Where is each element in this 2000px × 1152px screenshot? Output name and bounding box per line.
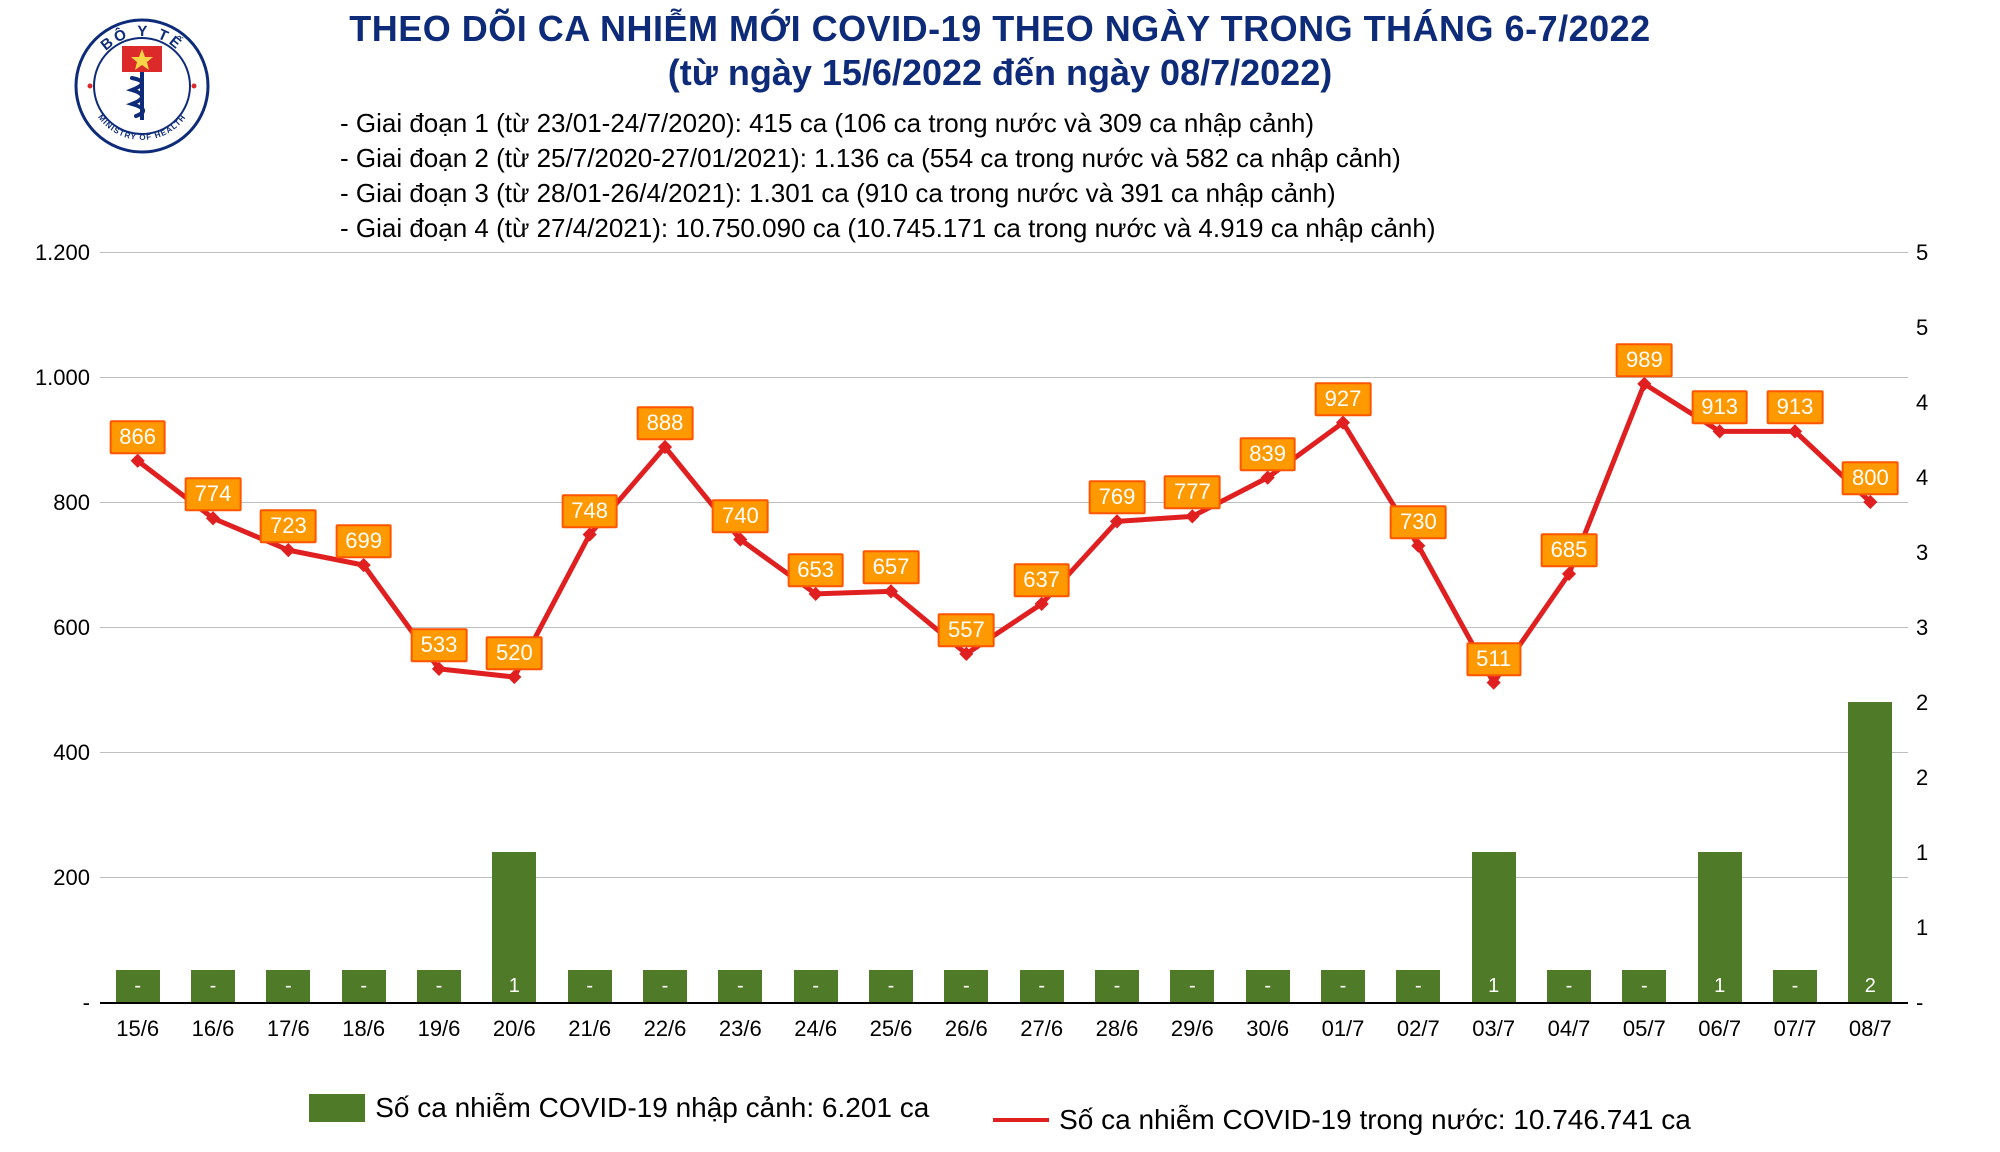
- x-tick: 26/6: [931, 1016, 1001, 1042]
- x-axis-line: [100, 1002, 1908, 1004]
- legend-line-swatch: [993, 1118, 1049, 1122]
- x-tick: 04/7: [1534, 1016, 1604, 1042]
- stage-2: - Giai đoạn 2 (từ 25/7/2020-27/01/2021):…: [340, 141, 1435, 176]
- line-value-label: 748: [561, 494, 618, 528]
- line-value-label: 657: [863, 551, 920, 585]
- line-value-label: 866: [109, 420, 166, 454]
- line-value-label: 557: [938, 613, 995, 647]
- stage-summary: - Giai đoạn 1 (từ 23/01-24/7/2020): 415 …: [340, 106, 1435, 246]
- x-tick: 01/7: [1308, 1016, 1378, 1042]
- x-tick: 16/6: [178, 1016, 248, 1042]
- line-value-label: 777: [1164, 476, 1221, 510]
- y-right-tick: 4: [1916, 390, 1956, 416]
- line-labels: 866 774 723 699 533 520 748 888 740 653 657 557 637 7…: [100, 252, 1908, 1002]
- x-tick: 23/6: [705, 1016, 775, 1042]
- x-tick: 30/6: [1233, 1016, 1303, 1042]
- line-value-label: 533: [411, 628, 468, 662]
- y-right-tick: 1: [1916, 915, 1956, 941]
- stage-1: - Giai đoạn 1 (từ 23/01-24/7/2020): 415 …: [340, 106, 1435, 141]
- line-value-label: 927: [1315, 382, 1372, 416]
- line-value-label: 989: [1616, 343, 1673, 377]
- y-left-tick: -: [30, 990, 90, 1016]
- line-value-label: 723: [260, 509, 317, 543]
- line-value-label: 685: [1541, 533, 1598, 567]
- line-value-label: 913: [1767, 391, 1824, 425]
- x-tick: 15/6: [103, 1016, 173, 1042]
- stage-3: - Giai đoạn 3 (từ 28/01-26/4/2021): 1.30…: [340, 176, 1435, 211]
- title-line-2: (từ ngày 15/6/2022 đến ngày 08/7/2022): [0, 52, 2000, 94]
- legend-line: Số ca nhiễm COVID-19 trong nước: 10.746.…: [993, 1104, 1691, 1136]
- x-tick: 28/6: [1082, 1016, 1152, 1042]
- plot-wrap: -2004006008001.0001.200-112233445515/6-1…: [70, 252, 1938, 1052]
- x-tick: 21/6: [555, 1016, 625, 1042]
- stage-4: - Giai đoạn 4 (từ 27/4/2021): 10.750.090…: [340, 211, 1435, 246]
- line-value-label: 511: [1466, 642, 1521, 676]
- line-value-label: 888: [637, 406, 694, 440]
- x-tick: 22/6: [630, 1016, 700, 1042]
- x-tick: 07/7: [1760, 1016, 1830, 1042]
- x-tick: 17/6: [253, 1016, 323, 1042]
- y-right-tick: 5: [1916, 315, 1956, 341]
- line-value-label: 637: [1013, 563, 1070, 597]
- x-tick: 19/6: [404, 1016, 474, 1042]
- y-right-tick: 2: [1916, 765, 1956, 791]
- chart-header: THEO DÕI CA NHIỄM MỚI COVID-19 THEO NGÀY…: [0, 8, 2000, 94]
- x-tick: 03/7: [1459, 1016, 1529, 1042]
- y-left-tick: 1.200: [30, 240, 90, 266]
- y-right-tick: 2: [1916, 690, 1956, 716]
- y-right-tick: 3: [1916, 540, 1956, 566]
- x-tick: 20/6: [479, 1016, 549, 1042]
- x-tick: 27/6: [1007, 1016, 1077, 1042]
- line-value-label: 769: [1089, 481, 1146, 515]
- legend-bar-swatch: [309, 1094, 365, 1122]
- y-right-tick: 5: [1916, 240, 1956, 266]
- legend-bars: Số ca nhiễm COVID-19 nhập cảnh: 6.201 ca: [309, 1092, 929, 1124]
- y-left-tick: 800: [30, 490, 90, 516]
- line-value-label: 740: [712, 499, 769, 533]
- legend: Số ca nhiễm COVID-19 nhập cảnh: 6.201 ca…: [0, 1092, 2000, 1136]
- x-tick: 05/7: [1609, 1016, 1679, 1042]
- line-value-label: 520: [486, 636, 543, 670]
- x-tick: 02/7: [1383, 1016, 1453, 1042]
- y-left-tick: 200: [30, 865, 90, 891]
- chart-container: BỘ Y TẾ MINISTRY OF HEALTH THEO DÕI CA N…: [0, 0, 2000, 1152]
- y-right-tick: -: [1916, 990, 1956, 1016]
- x-tick: 18/6: [329, 1016, 399, 1042]
- y-right-tick: 1: [1916, 840, 1956, 866]
- line-value-label: 730: [1390, 505, 1447, 539]
- line-value-label: 800: [1842, 461, 1899, 495]
- y-right-tick: 4: [1916, 465, 1956, 491]
- line-value-label: 774: [185, 477, 242, 511]
- y-left-tick: 600: [30, 615, 90, 641]
- x-tick: 25/6: [856, 1016, 926, 1042]
- x-tick: 29/6: [1157, 1016, 1227, 1042]
- y-right-tick: 3: [1916, 615, 1956, 641]
- plot-area: -2004006008001.0001.200-112233445515/6-1…: [100, 252, 1908, 1002]
- x-tick: 24/6: [781, 1016, 851, 1042]
- x-tick: 08/7: [1835, 1016, 1905, 1042]
- title-line-1: THEO DÕI CA NHIỄM MỚI COVID-19 THEO NGÀY…: [0, 8, 2000, 50]
- line-value-label: 913: [1691, 391, 1748, 425]
- line-value-label: 699: [335, 524, 392, 558]
- y-left-tick: 400: [30, 740, 90, 766]
- x-tick: 06/7: [1685, 1016, 1755, 1042]
- line-value-label: 839: [1239, 437, 1296, 471]
- legend-line-text: Số ca nhiễm COVID-19 trong nước: 10.746.…: [1059, 1104, 1691, 1136]
- y-left-tick: 1.000: [30, 365, 90, 391]
- legend-bar-text: Số ca nhiễm COVID-19 nhập cảnh: 6.201 ca: [375, 1092, 929, 1124]
- line-value-label: 653: [787, 553, 844, 587]
